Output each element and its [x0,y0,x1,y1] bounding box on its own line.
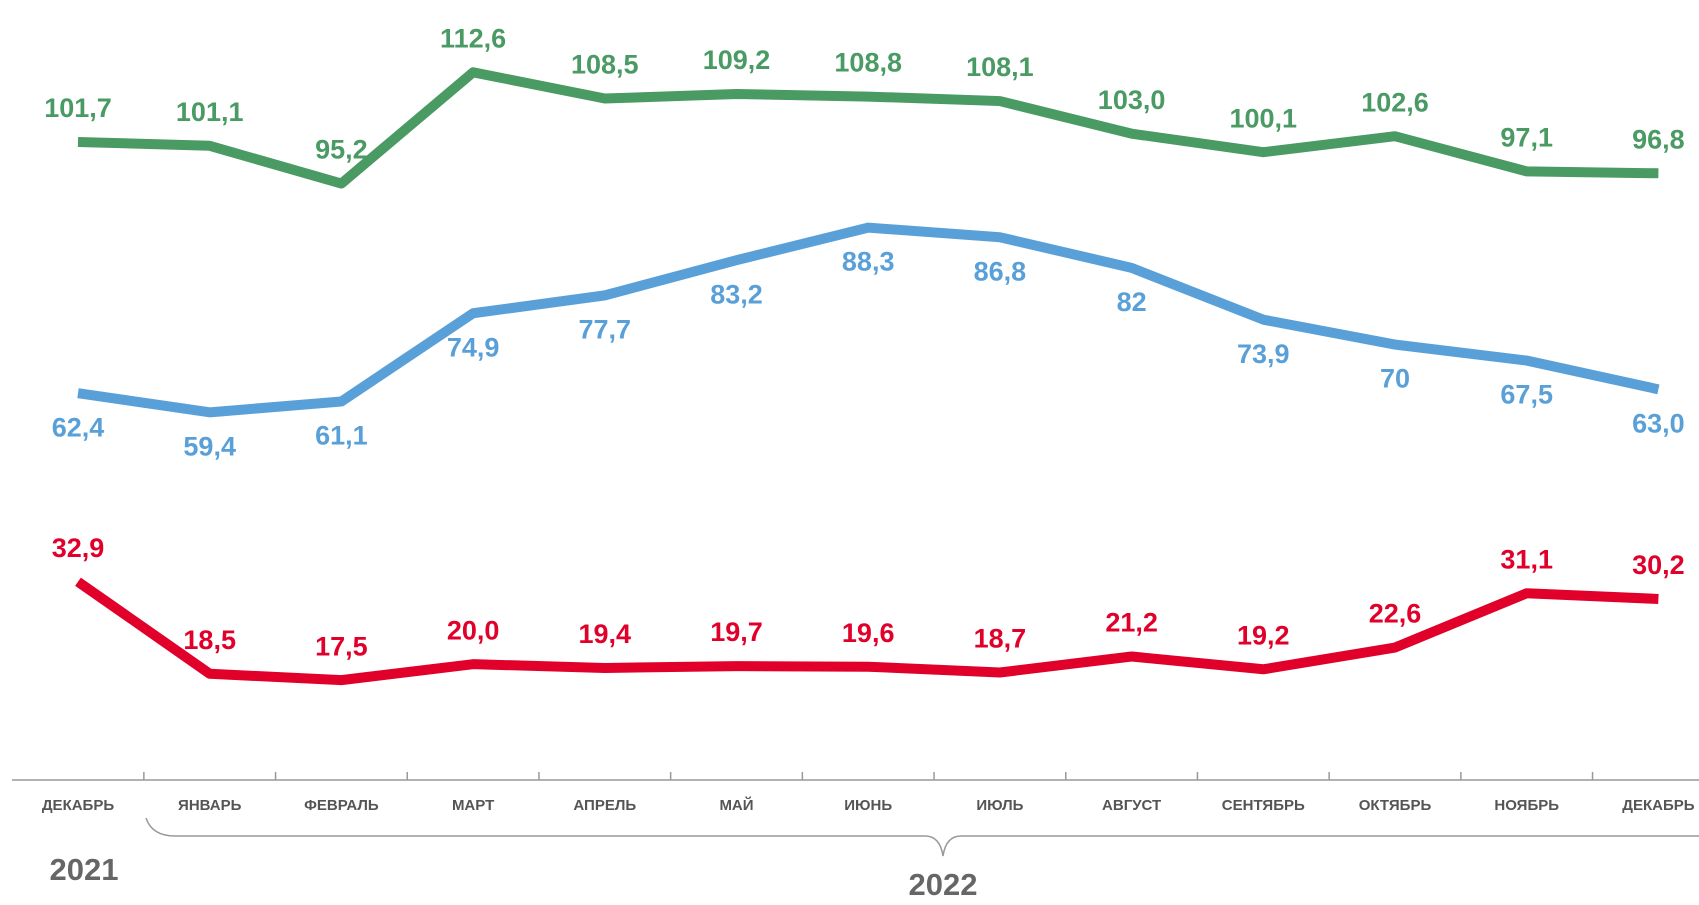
x-tick-label: НОЯБРЬ [1494,797,1559,814]
x-tick-label: АПРЕЛЬ [573,797,636,814]
data-label: 101,1 [176,97,244,127]
data-label: 62,4 [52,412,105,442]
year-brace [145,817,1699,857]
series-line [75,577,1659,686]
data-label: 83,2 [710,279,763,309]
x-tick-label: МАЙ [719,796,753,814]
data-label: 22,6 [1369,599,1422,629]
data-label: 86,8 [974,256,1027,286]
data-label: 18,7 [974,624,1027,654]
data-label: 96,8 [1632,124,1685,154]
data-label: 63,0 [1632,408,1685,438]
year-label: 2022 [909,867,978,900]
year-label: 2021 [50,852,119,887]
data-label: 100,1 [1230,103,1298,133]
data-label: 102,6 [1361,87,1429,117]
x-tick-label: ОКТЯБРЬ [1359,797,1432,814]
data-label: 31,1 [1500,544,1553,574]
data-label: 67,5 [1500,380,1553,410]
data-label: 30,2 [1632,550,1685,580]
data-label: 77,7 [579,314,632,344]
data-label: 19,4 [579,619,632,649]
data-label: 95,2 [315,135,368,165]
data-label: 73,9 [1237,339,1290,369]
data-label: 61,1 [315,421,368,451]
x-tick-label: ЯНВАРЬ [178,797,242,814]
x-tick-label: СЕНТЯБРЬ [1222,797,1305,814]
data-label: 108,8 [834,48,902,78]
data-label: 88,3 [842,247,895,277]
data-label: 70 [1380,364,1410,394]
x-tick-label: ДЕКАБРЬ [1622,797,1694,814]
x-tick-label: ФЕВРАЛЬ [304,797,379,814]
data-label: 19,6 [842,618,895,648]
data-label: 32,9 [52,533,105,563]
data-label: 108,5 [571,50,639,80]
data-label: 112,6 [440,23,506,53]
data-label: 20,0 [447,615,500,645]
data-label: 101,7 [44,93,112,123]
data-label: 21,2 [1105,608,1158,638]
data-label: 19,2 [1237,620,1290,650]
series-line [77,222,1660,418]
data-label: 59,4 [183,431,236,461]
data-label: 19,7 [710,617,763,647]
x-tick-label: АВГУСТ [1102,797,1161,814]
x-tick-label: ДЕКАБРЬ [42,797,114,814]
data-label: 82 [1117,287,1147,317]
x-tick-label: МАРТ [452,797,494,814]
x-tick-label: ИЮНЬ [844,797,892,814]
data-label: 103,0 [1098,85,1166,115]
series-line [77,67,1659,189]
data-label: 18,5 [183,625,236,655]
data-label: 74,9 [447,332,500,362]
data-label: 97,1 [1500,122,1553,152]
data-label: 108,1 [966,52,1034,82]
data-label: 17,5 [315,631,368,661]
data-label: 109,2 [703,45,771,75]
x-tick-label: ИЮЛЬ [976,797,1023,814]
